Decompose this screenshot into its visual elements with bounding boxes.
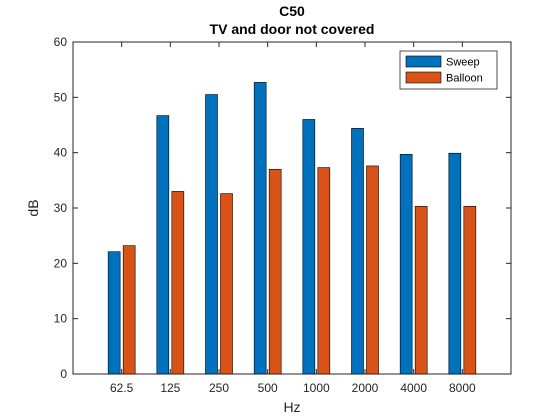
bar-sweep-8000: [448, 152, 462, 375]
plot-area: [72, 41, 512, 375]
x-tick-label: 1000: [303, 381, 330, 395]
bar-sweep-4000: [399, 154, 413, 375]
x-tick-label: 250: [209, 381, 229, 395]
x-tick-label: 62.5: [110, 381, 134, 395]
bar-sweep-500: [253, 82, 267, 375]
y-tick-label: 60: [54, 35, 68, 49]
x-tick-label: 8000: [449, 381, 476, 395]
x-axis: 62.5 125 250 500 1000 2000 4000 8000: [110, 42, 476, 395]
bar-sweep-1000: [302, 119, 316, 375]
y-tick-label: 0: [60, 367, 67, 381]
bar-sweep-125: [156, 115, 170, 375]
legend-label-balloon: Balloon: [446, 73, 483, 85]
x-tick-label: 125: [160, 381, 180, 395]
bar-sweep-2000: [351, 128, 364, 375]
legend-swatch-balloon: [405, 71, 442, 84]
bar-sweep-62.5: [107, 251, 121, 375]
bars: [107, 82, 477, 375]
bar-balloon-4000: [414, 206, 428, 375]
chart-subtitle: TV and door not covered: [210, 21, 375, 37]
bar-balloon-2000: [366, 165, 379, 375]
y-tick-label: 20: [54, 256, 68, 270]
bar-balloon-8000: [463, 206, 477, 375]
bar-balloon-62.5: [122, 245, 136, 375]
y-tick-label: 10: [54, 312, 68, 326]
legend: Sweep Balloon: [399, 50, 498, 90]
x-axis-label: Hz: [283, 399, 300, 415]
y-tick-label: 30: [54, 201, 68, 215]
bar-balloon-250: [220, 193, 233, 375]
x-tick-label: 500: [258, 381, 278, 395]
chart-title: C50: [279, 3, 305, 19]
legend-label-sweep: Sweep: [446, 57, 480, 69]
legend-swatch-sweep: [405, 55, 442, 68]
y-tick-label: 50: [54, 90, 68, 104]
x-tick-label: 4000: [400, 381, 427, 395]
bar-balloon-500: [268, 168, 282, 375]
y-axis-label: dB: [25, 199, 41, 216]
y-tick-label: 40: [54, 146, 68, 160]
bar-sweep-250: [205, 94, 218, 375]
bar-balloon-1000: [317, 167, 331, 375]
bar-balloon-125: [171, 191, 185, 375]
x-tick-label: 2000: [352, 381, 379, 395]
y-axis: 0 10 20 30 40 50 60: [54, 35, 511, 381]
